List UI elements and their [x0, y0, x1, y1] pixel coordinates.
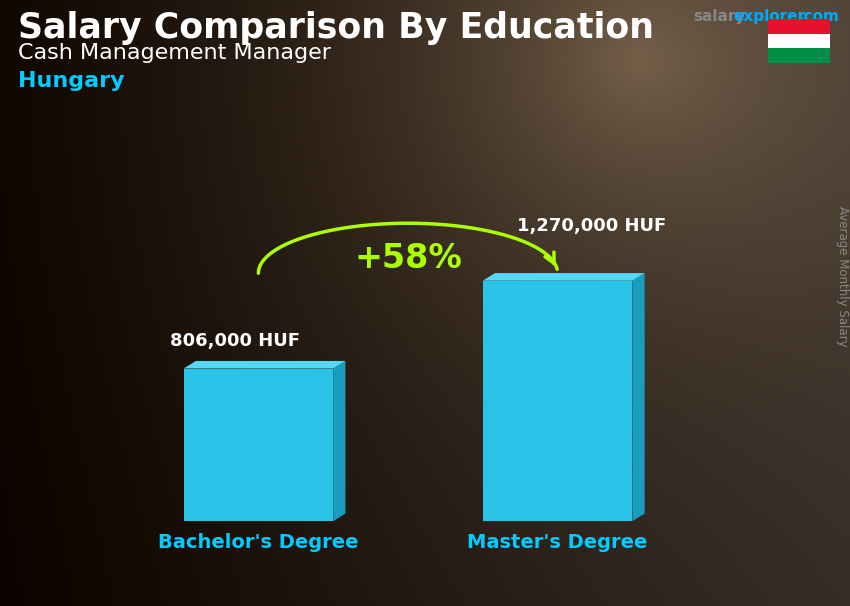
Text: 806,000 HUF: 806,000 HUF	[170, 332, 300, 350]
Text: Cash Management Manager: Cash Management Manager	[18, 43, 331, 63]
Text: Master's Degree: Master's Degree	[468, 533, 648, 552]
Text: explorer: explorer	[733, 9, 805, 24]
Polygon shape	[184, 361, 345, 368]
Text: Average Monthly Salary: Average Monthly Salary	[836, 205, 849, 346]
Text: Bachelor's Degree: Bachelor's Degree	[158, 533, 359, 552]
Polygon shape	[333, 361, 345, 521]
Text: +58%: +58%	[354, 242, 462, 275]
Bar	[768, 48, 830, 63]
Bar	[184, 368, 333, 521]
Text: Hungary: Hungary	[18, 71, 125, 91]
Text: .com: .com	[799, 9, 840, 24]
Text: 1,270,000 HUF: 1,270,000 HUF	[517, 217, 666, 235]
Bar	[768, 19, 830, 34]
Bar	[768, 34, 830, 48]
Polygon shape	[632, 273, 644, 521]
Text: salary: salary	[693, 9, 745, 24]
Polygon shape	[483, 273, 644, 281]
Bar	[483, 281, 632, 521]
Text: Salary Comparison By Education: Salary Comparison By Education	[18, 11, 654, 45]
